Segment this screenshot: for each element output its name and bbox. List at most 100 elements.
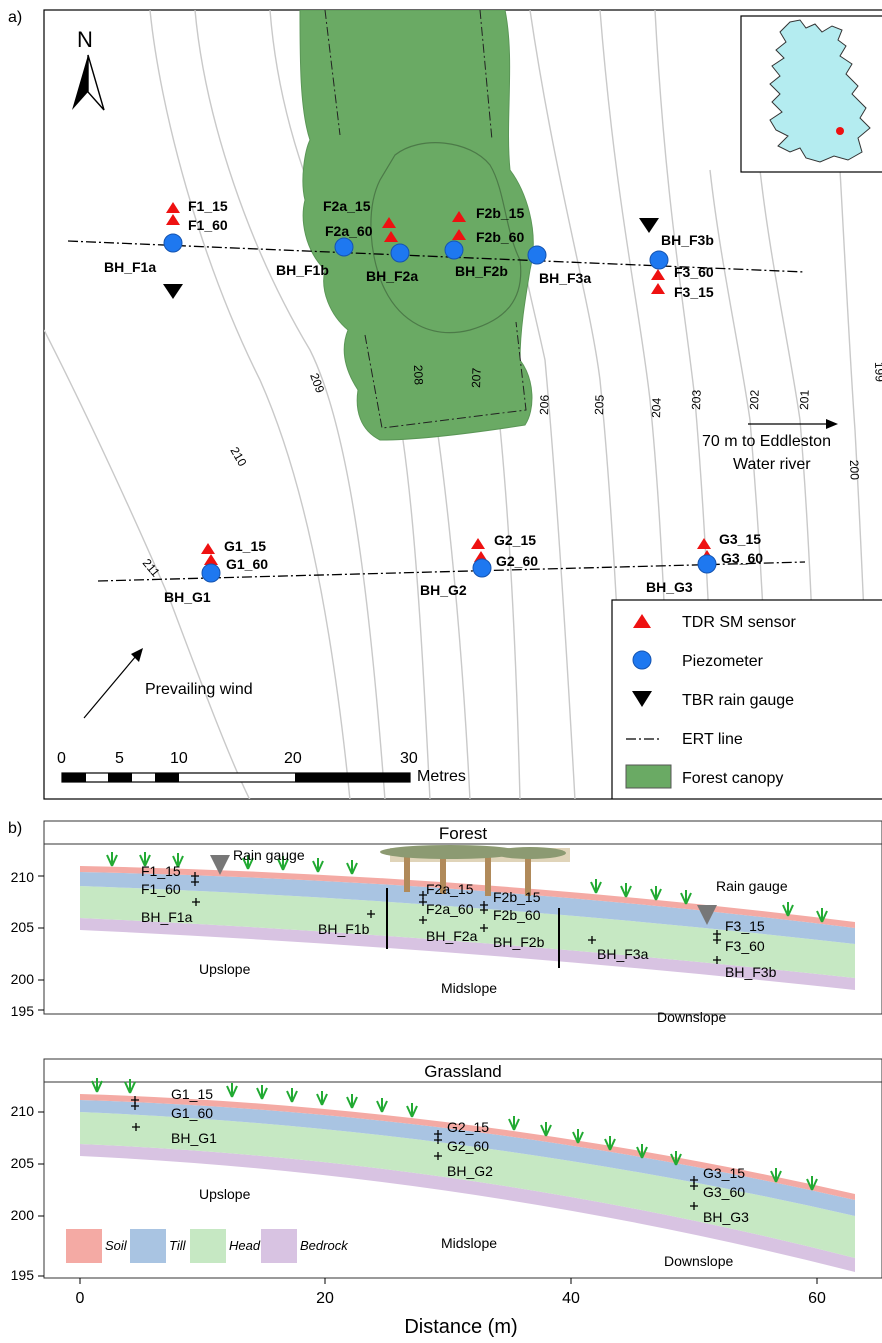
layer-label-soil: Soil	[105, 1238, 128, 1253]
grass-y-axis	[38, 1111, 44, 1277]
grass-label-G3_60: G3_60	[703, 1184, 745, 1200]
river-note-line2: Water river	[733, 456, 811, 473]
legend-canopy-label: Forest canopy	[682, 770, 783, 787]
forest-label-F2a_60: F2a_60	[426, 901, 474, 917]
contour-label-201: 201	[797, 389, 812, 410]
xtick-0: 0	[76, 1290, 85, 1307]
contour-label-199: 199	[872, 362, 882, 383]
label-BH_F1b: BH_F1b	[276, 262, 329, 278]
forest-layer-soil	[80, 866, 855, 928]
north-arrow: N	[72, 27, 105, 111]
label-F3_60: F3_60	[674, 264, 714, 280]
grass-label-G1_15: G1_15	[171, 1086, 213, 1102]
layer-legend: Soil Till Head Bedrock	[66, 1229, 349, 1263]
scale-label-5: 5	[115, 750, 124, 767]
scale-label-0: 0	[57, 750, 66, 767]
grass-label-G1_60: G1_60	[171, 1105, 213, 1121]
label-G1_15: G1_15	[224, 538, 266, 554]
label-F2a_60: F2a_60	[325, 223, 373, 239]
site-location-marker	[836, 127, 844, 135]
forest-label-BH_F3a: BH_F3a	[597, 946, 649, 962]
label-BH_F2a: BH_F2a	[366, 268, 418, 284]
forest-label-F2a_15: F2a_15	[426, 881, 474, 897]
forest-label-BH_F2a: BH_F2a	[426, 928, 478, 944]
forest-ytick-200: 200	[11, 971, 35, 987]
scale-label-10: 10	[170, 750, 188, 767]
contour-labels: 211 210 209 208 207 206 205 204 203 202 …	[140, 362, 882, 580]
forest-label-BH_F1b: BH_F1b	[318, 921, 370, 937]
forest-label-F3_60: F3_60	[725, 938, 765, 954]
grass-label-BH_G3: BH_G3	[703, 1209, 749, 1225]
forest-ytick-205: 205	[11, 919, 35, 935]
legend-tdr-symbol	[633, 614, 651, 628]
grass-ytick-195: 195	[11, 1267, 35, 1283]
legend-piezometer-symbol	[632, 650, 652, 670]
grass-layer-bedrock	[80, 1144, 855, 1272]
sensor-labels: F1_15 F1_60 F2a_15 F2a_60 F2b_15 F2b_60 …	[188, 198, 763, 572]
label-BH_G1: BH_G1	[164, 589, 211, 605]
forest-rain-gauge-label-2: Rain gauge	[716, 878, 788, 894]
x-axis-label: Distance (m)	[404, 1316, 517, 1338]
label-BH_F2b: BH_F2b	[455, 263, 508, 279]
xtick-60: 60	[808, 1290, 826, 1307]
forest-rain-gauge-2	[697, 905, 717, 925]
contour-label-203: 203	[689, 389, 704, 410]
label-BH_G2: BH_G2	[420, 582, 467, 598]
grass-label-G3_15: G3_15	[703, 1165, 745, 1181]
forest-y-axis	[38, 875, 44, 1011]
forest-layer-bedrock	[80, 918, 855, 990]
legend-raingauge-symbol	[632, 691, 652, 707]
forest-layer-head	[80, 886, 855, 978]
contour-label-208: 208	[411, 365, 426, 386]
grass-ytick-210: 210	[11, 1103, 35, 1119]
xtick-20: 20	[316, 1290, 334, 1307]
contour-label-209: 209	[307, 371, 327, 395]
forest-title: Forest	[439, 824, 487, 843]
contour-label-202: 202	[747, 389, 762, 410]
label-G2_60: G2_60	[496, 553, 538, 569]
piezometer-labels: BH_F1a BH_F1b BH_F2a BH_F2b BH_F3a BH_F3…	[104, 232, 714, 605]
layer-swatch-till	[130, 1229, 166, 1263]
panel-a-label: a)	[8, 9, 22, 26]
forest-layer-till-band	[80, 872, 855, 944]
stand-boundary	[324, 10, 527, 429]
layer-swatch-soil	[66, 1229, 102, 1263]
forest-upslope: Upslope	[199, 961, 251, 977]
label-F1_60: F1_60	[188, 217, 228, 233]
scale-unit: Metres	[417, 768, 466, 785]
label-BH_F3a: BH_F3a	[539, 270, 591, 286]
rain-gauges	[163, 218, 659, 299]
contour-label-200: 200	[847, 460, 862, 481]
label-G3_15: G3_15	[719, 531, 761, 547]
forest-label-BH_F1a: BH_F1a	[141, 909, 193, 925]
grass-layer-till	[80, 1100, 855, 1216]
panel-b-label: b)	[8, 820, 22, 837]
map-legend: TDR SM sensor Piezometer TBR rain gauge …	[611, 599, 882, 799]
grass-profile: Grassland G1_15 G1_60 BH_G1	[11, 1058, 882, 1338]
north-label: N	[77, 27, 93, 52]
label-BH_F1a: BH_F1a	[104, 259, 156, 275]
legend-raingauge-label: TBR rain gauge	[682, 692, 794, 709]
scotland-outline	[769, 19, 871, 163]
label-G3_60: G3_60	[721, 550, 763, 566]
forest-profile: Forest	[11, 820, 882, 1025]
forest-rain-gauge-label-1: Rain gauge	[233, 847, 305, 863]
forest-label-F2b_15: F2b_15	[493, 889, 541, 905]
grass-label-BH_G2: BH_G2	[447, 1163, 493, 1179]
layer-label-till: Till	[169, 1238, 187, 1253]
grass-label-G2_60: G2_60	[447, 1138, 489, 1154]
forest-label-F2b_60: F2b_60	[493, 907, 541, 923]
layer-swatch-bedrock	[261, 1229, 297, 1263]
grass-title: Grassland	[424, 1062, 501, 1081]
xtick-40: 40	[562, 1290, 580, 1307]
scale-label-20: 20	[284, 750, 302, 767]
scale-bar: 0 5 10 20 30 Metres	[57, 750, 466, 785]
label-G1_60: G1_60	[226, 556, 268, 572]
canopy-outline	[370, 142, 522, 334]
river-note-line1: 70 m to Eddleston	[702, 433, 831, 450]
rain-gauge-f3	[639, 218, 659, 233]
legend-ert-label: ERT line	[682, 731, 743, 748]
layer-swatch-head	[190, 1229, 226, 1263]
x-axis	[79, 1278, 818, 1284]
